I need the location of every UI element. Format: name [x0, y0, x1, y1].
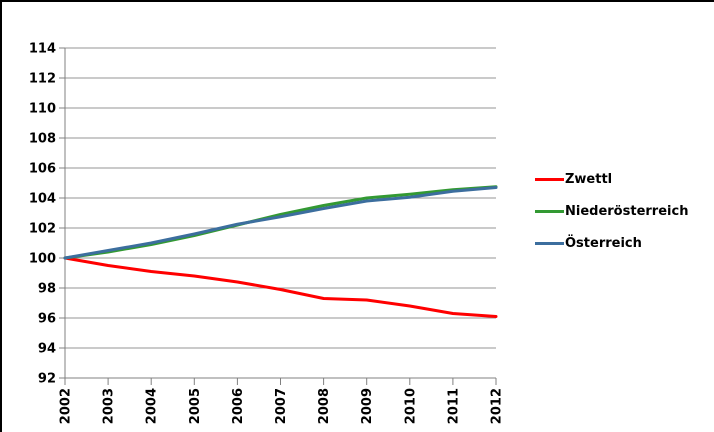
legend-swatch-icon: [535, 241, 564, 245]
y-axis-tick-label: 104: [29, 192, 56, 207]
y-axis-tick-label: 106: [29, 162, 56, 177]
x-axis-tick-label: 2007: [274, 388, 289, 424]
x-axis-tick-label: 2011: [446, 388, 461, 424]
y-axis-tick-label: 92: [38, 372, 56, 387]
legend: Zwettl Niederösterreich Österreich: [535, 163, 688, 259]
legend-label: Zwettl: [565, 171, 613, 187]
x-axis-tick-label: 2012: [490, 388, 505, 424]
legend-swatch-icon: [535, 209, 564, 213]
x-axis-tick-label: 2010: [403, 388, 418, 424]
y-axis-tick-label: 94: [38, 342, 56, 357]
x-axis-tick-label: 2002: [59, 388, 74, 424]
y-axis-tick-label: 108: [29, 132, 56, 147]
series-line-zwettl: [63, 256, 498, 318]
legend-label: Österreich: [565, 235, 642, 251]
y-axis-tick-label: 100: [29, 252, 56, 267]
x-axis-tick-label: 2004: [145, 388, 160, 424]
y-axis-tick-label: 96: [38, 312, 56, 327]
x-axis-tick-label: 2006: [231, 388, 246, 424]
y-axis-tick-label: 98: [38, 282, 56, 297]
y-axis-tick-label: 112: [29, 72, 56, 87]
y-axis-tick-label: 114: [29, 42, 56, 57]
legend-item-österreich: Österreich: [535, 227, 688, 259]
x-axis-tick-label: 2005: [188, 388, 203, 424]
x-axis-tick-label: 2003: [102, 388, 117, 424]
legend-label: Niederösterreich: [565, 203, 689, 219]
y-axis-tick-label: 110: [29, 102, 56, 117]
legend-item-zwettl: Zwettl: [535, 163, 688, 195]
legend-swatch-icon: [535, 177, 564, 181]
legend-item-niederösterreich: Niederösterreich: [535, 195, 688, 227]
series-line-österreich: [63, 186, 498, 260]
y-axis-tick-label: 102: [29, 222, 56, 237]
x-axis-tick-label: 2009: [360, 388, 375, 424]
x-axis-tick-label: 2008: [317, 388, 332, 424]
